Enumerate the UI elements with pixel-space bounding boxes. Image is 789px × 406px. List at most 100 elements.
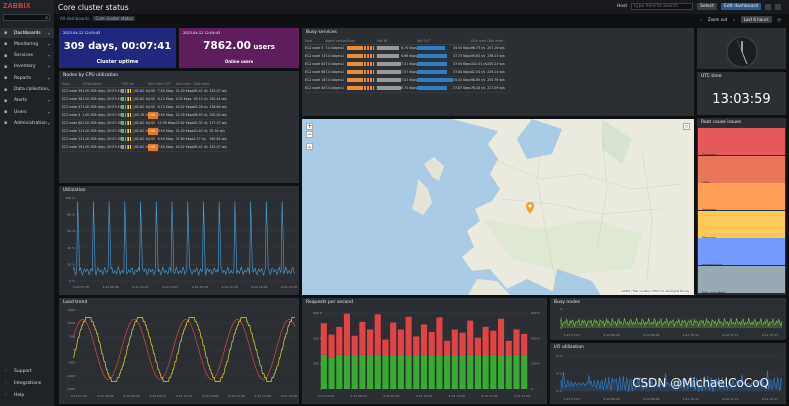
table-row[interactable]: EC2 node 60 1.00 309 days, 00:07:38 60.82 %… — [62, 119, 227, 128]
disk-write-cell: 35.34 w/s — [209, 127, 227, 136]
prev-period-icon[interactable]: ‹ — [700, 17, 702, 22]
sidebar-item-reports[interactable]: ▪ Reports ▾ — [0, 73, 54, 83]
table-row[interactable]: EC2 node 47 1.00 309 days, 00:07:41 60.82 %… — [62, 103, 227, 112]
cpu-bar-segment — [129, 129, 132, 133]
table-row[interactable]: EC2 node 63 7.0.0alpha1 7.01 Kbps 37.94 Kbp… — [305, 60, 505, 69]
rps-bar-red — [451, 329, 458, 357]
table-row[interactable]: EC2 node 23 1.00 309 days, 00:07:38 60.82 %… — [62, 135, 227, 144]
disk-write-cell: 254.07 w/s — [209, 87, 227, 96]
sidebar-item-alerts[interactable]: ▪ Alerts ▾ — [0, 96, 54, 106]
time-range-button[interactable]: Last 6 hours — [740, 16, 772, 23]
sidebar-item-integrations[interactable]: ◦ Integrations — [0, 378, 54, 388]
map-canvas[interactable] — [302, 119, 695, 296]
busy-bar-segment — [363, 70, 365, 74]
table-row[interactable]: EC2 node 29 1.00 309 days, 00:07:41 60.82 %… — [62, 143, 227, 152]
host-cell: EC2 node 29 — [62, 143, 83, 152]
edit-dashboard-button[interactable]: Edit dashboard — [721, 3, 761, 10]
agent-version-cell: 7.0.0alpha1 — [325, 52, 348, 61]
cpu-bar-segment — [129, 113, 132, 117]
zoom-out-map-button[interactable]: − — [306, 131, 313, 138]
busy-bar-segment — [375, 78, 377, 82]
table-row[interactable]: EC2 node 4 1.00 309 days, 00:07:36 63.76 % 7… — [62, 111, 227, 120]
root-cause-warning[interactable]: Warning — [698, 210, 785, 240]
clock-icon[interactable]: ◴ — [777, 17, 782, 22]
x-tick-label: 4-12 10:48 — [202, 394, 218, 398]
y-tick-label: 0 — [560, 326, 562, 330]
busy-bar-segment — [351, 70, 354, 74]
utilization-line — [72, 201, 296, 277]
busy-bar-segment — [353, 86, 355, 90]
x-tick-label: 4-12 09:40 — [383, 394, 399, 398]
net-in-cell: 6.70 Kbps — [401, 44, 418, 53]
busy-bar-segment — [360, 62, 362, 66]
table-row[interactable]: EC2 node 74 7.0.0alpha1 6.66 Kbps 37.73 Kbp… — [305, 52, 505, 61]
x-tick-label: 4-12 09:09 — [643, 397, 659, 401]
table-row[interactable]: EC2 node 21 1.00 309 days, 00:07:38 60.82 %… — [62, 127, 227, 136]
zoom-in-button[interactable]: + — [306, 123, 313, 130]
sidebar-item-administration[interactable]: ▪ Administration ▾ — [0, 118, 54, 128]
nodes-cpu-widget: Nodes by CPU utilization Host CPUs Uptime C… — [58, 70, 300, 184]
disk-read-cell: 76.18 r/s — [470, 84, 488, 93]
net-in-bar-cell — [377, 68, 402, 77]
table-row[interactable]: EC2 node 39 1.00 309 days, 00:07:41 60.82 %… — [62, 87, 227, 96]
sidebar-item-users[interactable]: ▪ Users ▾ — [0, 107, 54, 117]
sidebar-item-dashboards[interactable]: ▪ Dashboards ▾ — [0, 28, 54, 38]
root-cause-disaster[interactable]: Disaster — [698, 128, 785, 157]
busy-bar-segment — [347, 54, 349, 58]
disk-read-cell: 39.12 r/s — [193, 95, 210, 104]
root-title: Root cause issues — [701, 120, 742, 125]
busy-bar-segment — [369, 70, 371, 74]
busy-bar-segment — [360, 78, 362, 82]
host-cell: EC2 node 4 — [62, 111, 83, 120]
rps-bar-red — [474, 337, 481, 356]
table-row[interactable]: EC2 node 38 1.00 309 days, 00:07:41 60.82 %… — [62, 95, 227, 104]
host-cell: EC2 node 39 — [62, 87, 83, 96]
cpu-bar-cell — [121, 135, 135, 144]
host-cell: EC2 node 3 — [305, 44, 326, 53]
sidebar-item-support[interactable]: ◦ Support — [0, 366, 54, 376]
busy-bar-cell — [347, 76, 378, 85]
busy-bar-segment — [351, 46, 354, 50]
busy-bar-segment — [375, 46, 377, 50]
sidebar-item-services[interactable]: ▪ Services ▾ — [0, 51, 54, 61]
cpu-percent-cell: 60.82 % — [134, 135, 149, 144]
x-tick-label: 4-12 08:46 — [123, 394, 139, 398]
filter-icon[interactable]: ▽ — [683, 123, 690, 130]
home-icon[interactable]: ⌂ — [306, 143, 313, 150]
next-period-icon[interactable]: › — [733, 17, 735, 22]
fullscreen-icon[interactable] — [775, 3, 781, 10]
zoom-out-button[interactable]: Zoom out — [707, 17, 728, 22]
sidebar-item-inventory[interactable]: ▪ Inventory ▾ — [0, 62, 54, 72]
gear-icon: ▪ — [4, 120, 8, 127]
root-cause-information[interactable]: Information — [698, 238, 785, 267]
net-out-bar-cell — [417, 68, 454, 77]
rps-bar-green — [482, 356, 489, 389]
cpu-bar-segment — [126, 89, 128, 93]
y-tick-label: 20 % — [67, 262, 75, 266]
select-button[interactable]: Select — [697, 3, 718, 10]
agent-version-cell: 7.0.0alpha1 — [325, 84, 348, 93]
menu-icon[interactable] — [765, 3, 771, 10]
table-row[interactable]: EC2 node 40 7.0.0alpha1 6.70 Kbps 37.87 Kbp… — [305, 84, 505, 93]
host-search-input[interactable]: type here to search — [631, 3, 694, 10]
sidebar-item-monitoring[interactable]: ▪ Monitoring ▾ — [0, 39, 54, 49]
table-row[interactable]: EC2 node 66 7.0.0alpha1 7.07 Kbps 37.84 Kbp… — [305, 68, 505, 77]
column-header: CPUs — [82, 81, 91, 88]
table-row[interactable]: EC2 node 3 7.0.0alpha1 6.70 Kbps 34.92 Kbps… — [305, 44, 505, 53]
disk-read-cell: 95.63 r/s — [470, 52, 488, 61]
breadcrumb-current[interactable]: Core cluster status — [93, 16, 136, 21]
table-row[interactable]: EC2 node 18 7.0.0alpha1 7.02 Kbps 45.02 Kbp… — [305, 76, 505, 85]
sidebar-search-input[interactable]: ⌕ — [3, 14, 50, 21]
sidebar-item-help[interactable]: ◦ Help — [0, 390, 54, 400]
root-cause-average[interactable]: Average — [698, 183, 785, 212]
root-cause-high[interactable]: High — [698, 155, 785, 185]
sidebar-item-data-collection[interactable]: ▪ Data collection ▾ — [0, 85, 54, 95]
net-in-cell: 12.59 Kbps — [157, 119, 176, 128]
sidebar-item-label: Services — [14, 53, 33, 59]
rps-bar-green — [328, 357, 335, 389]
busy-bar-segment — [350, 46, 352, 50]
breadcrumb-all-dashboards[interactable]: All dashboards — [60, 16, 90, 21]
root-cause-not-classified[interactable]: Not classified — [698, 265, 785, 295]
map-marker-icon[interactable] — [526, 202, 534, 214]
zabbix-logo[interactable]: ZABBIX — [3, 3, 31, 10]
